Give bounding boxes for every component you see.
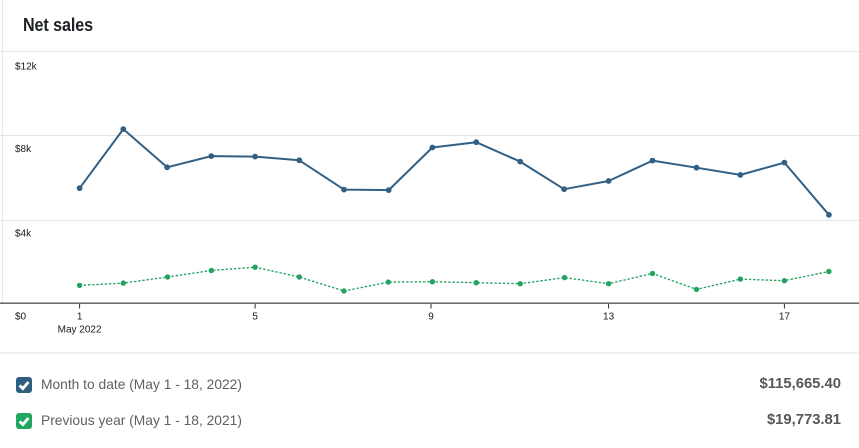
svg-text:$4k: $4k: [15, 229, 32, 240]
svg-text:$12k: $12k: [15, 62, 38, 73]
svg-text:5: 5: [252, 311, 258, 322]
svg-text:13: 13: [603, 311, 615, 322]
svg-text:9: 9: [428, 311, 434, 322]
svg-text:May 2022: May 2022: [58, 324, 102, 335]
svg-text:$8k: $8k: [15, 144, 32, 155]
svg-text:1: 1: [77, 311, 83, 322]
svg-text:$0: $0: [15, 311, 27, 322]
svg-text:17: 17: [779, 311, 791, 322]
